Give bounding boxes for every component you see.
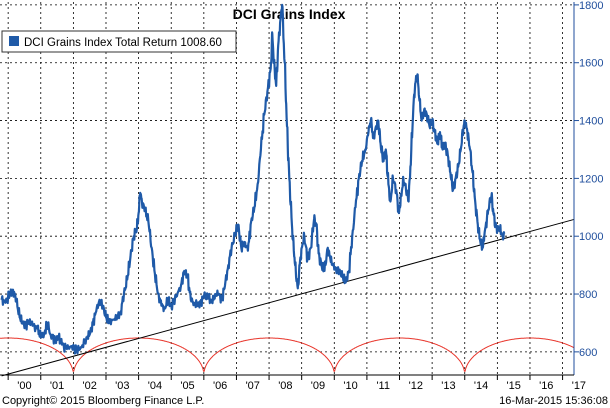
x-tick-label: '01 [50, 380, 64, 392]
trend-line [1, 218, 575, 377]
cycle-arcs [0, 337, 575, 372]
timestamp: 16-Mar-2015 15:36:08 [499, 395, 608, 407]
x-tick-label: '13 [441, 380, 455, 392]
y-tick-label: 600 [579, 347, 597, 359]
y-axis-ticks: 600 800 1000 1200 1400 1600 1800 [574, 0, 603, 359]
grid [0, 2, 574, 375]
x-tick-label: '00 [17, 380, 31, 392]
trendline [1, 218, 575, 377]
x-tick-label: '11 [376, 380, 390, 392]
legend-swatch [9, 36, 19, 46]
chart-title: DCI Grains Index [233, 6, 346, 22]
y-tick-label: 1000 [579, 231, 603, 243]
legend-box [1, 30, 237, 53]
x-tick-label: '07 [246, 380, 260, 392]
legend: DCI Grains Index Total Return 1008.60 [1, 30, 237, 53]
y-tick-label: 1600 [579, 58, 603, 70]
x-axis-ticks: '00 '01 '02 '03 '04 '05 '06 '07 '08 '09 '10 '11 '12 '… [7, 375, 586, 392]
y-tick-label: 1800 [579, 0, 603, 12]
cycle-path [0, 337, 575, 372]
y-tick-label: 1200 [579, 173, 603, 185]
copyright: Copyright© 2015 Bloomberg Finance L.P. [2, 395, 204, 407]
x-tick-label: '15 [506, 380, 520, 392]
x-tick-label: '16 [539, 380, 553, 392]
x-tick-label: '06 [213, 380, 227, 392]
series-line [0, 3, 506, 355]
x-tick-label: '03 [115, 380, 129, 392]
x-tick-label: '17 [572, 380, 586, 392]
x-tick-label: '05 [180, 380, 194, 392]
x-tick-label: '04 [148, 380, 162, 392]
x-tick-label: '12 [409, 380, 423, 392]
x-tick-label: '02 [83, 380, 97, 392]
x-tick-label: '08 [278, 380, 292, 392]
x-tick-label: '10 [343, 380, 357, 392]
x-tick-label: '14 [474, 380, 488, 392]
legend-label: DCI Grains Index Total Return 1008.60 [24, 37, 222, 49]
x-tick-label: '09 [311, 380, 325, 392]
y-tick-label: 800 [579, 289, 597, 301]
series-path [0, 3, 506, 355]
y-tick-label: 1400 [579, 116, 603, 128]
